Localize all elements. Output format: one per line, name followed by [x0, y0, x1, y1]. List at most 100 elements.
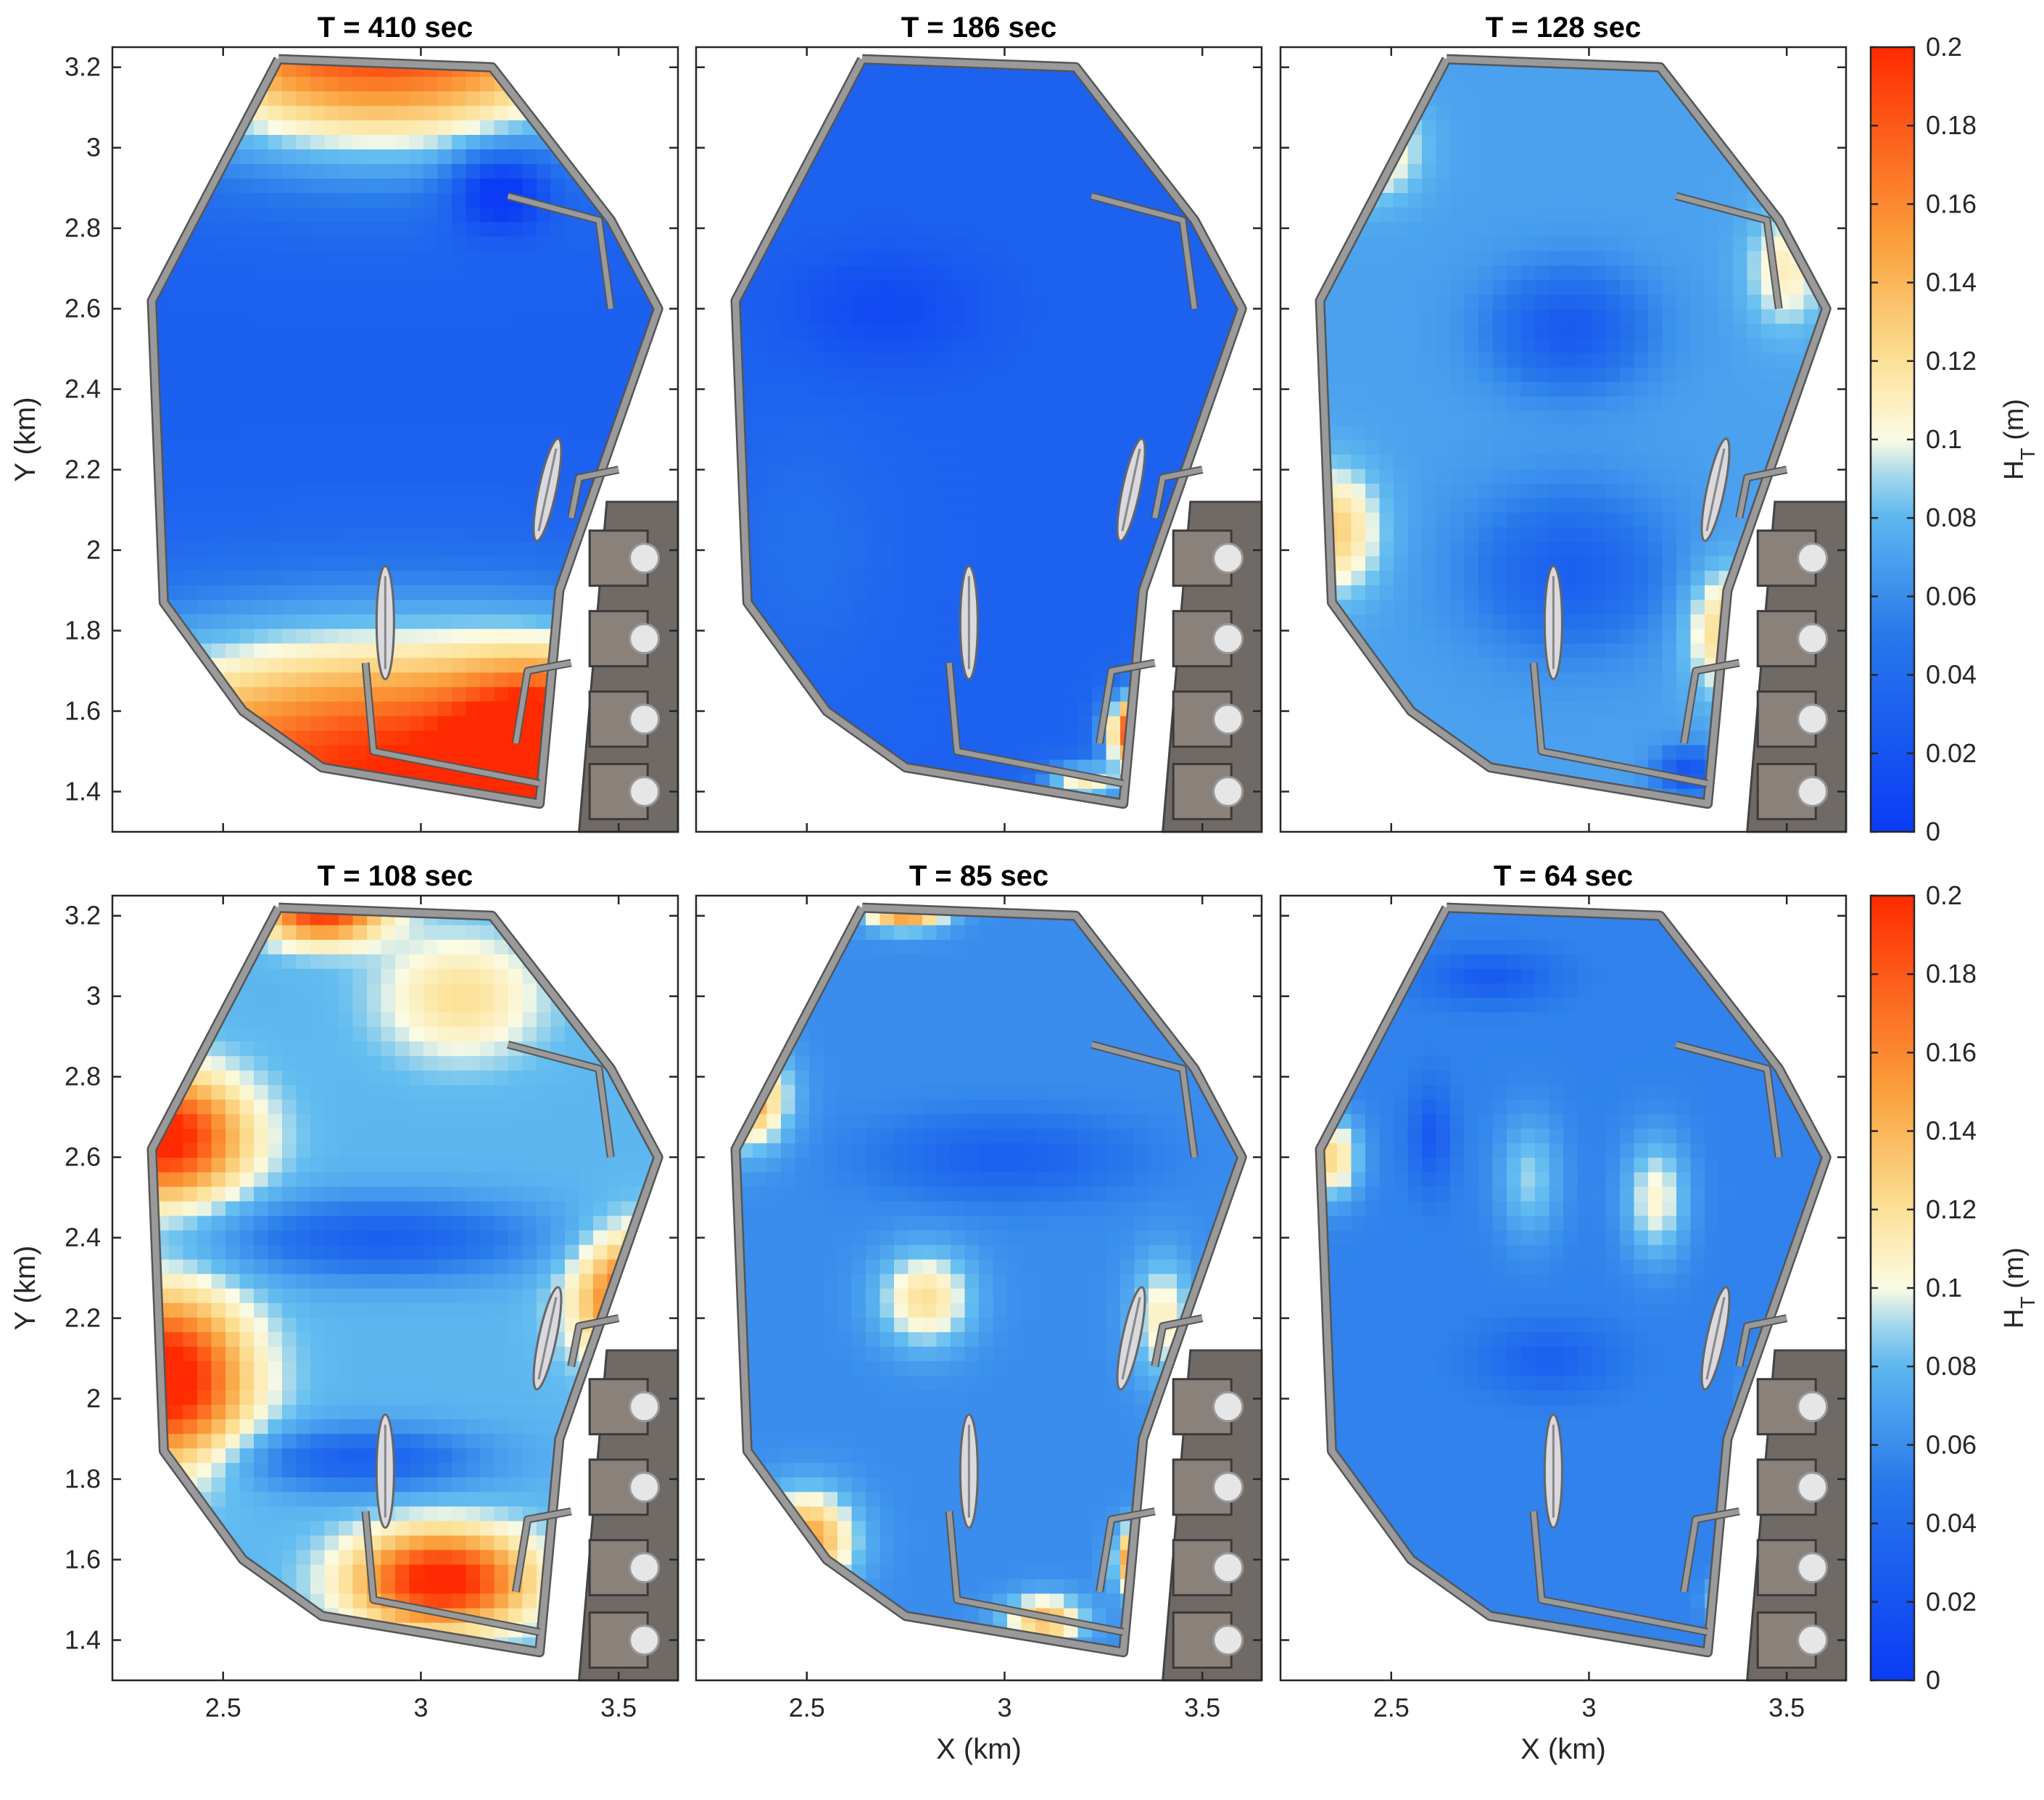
heatmap-cell: [1365, 672, 1381, 688]
heatmap-cell: [993, 788, 1008, 804]
heatmap-cell: [1337, 556, 1352, 571]
heatmap-cell: [1422, 628, 1437, 644]
heatmap-cell: [466, 265, 481, 281]
heatmap-cell: [1436, 410, 1451, 426]
heatmap-cell: [1162, 352, 1178, 368]
heatmap-cell: [211, 250, 226, 266]
ship: [959, 564, 979, 680]
heatmap-cell: [183, 527, 198, 542]
heatmap-cell: [1191, 105, 1206, 120]
heatmap-cell: [1320, 178, 1324, 194]
heatmap-cell: [735, 91, 740, 106]
heatmap-cell: [395, 759, 410, 775]
heatmap-cell: [922, 279, 938, 295]
heatmap-cell: [324, 134, 339, 149]
heatmap-cell: [437, 498, 452, 513]
heatmap-cell: [395, 614, 410, 629]
heatmap-cell: [1177, 410, 1192, 426]
heatmap-cell: [508, 628, 524, 644]
heatmap-cell: [239, 498, 255, 513]
heatmap-cell: [711, 294, 725, 310]
heatmap-cell: [1219, 192, 1234, 208]
heatmap-cell: [1205, 91, 1220, 106]
heatmap-cell: [565, 599, 580, 615]
heatmap-cell: [1295, 280, 1309, 295]
heatmap-cell: [1219, 91, 1234, 106]
heatmap-cell: [735, 62, 740, 77]
heatmap-cell: [225, 454, 241, 469]
heatmap-cell: [1365, 541, 1381, 557]
heatmap-cell: [735, 701, 740, 717]
heatmap-cell: [1248, 178, 1262, 193]
heatmap-cell: [866, 439, 881, 455]
heatmap-cell: [664, 163, 679, 178]
heatmap-cell: [851, 657, 866, 673]
heatmap-cell: [550, 395, 566, 411]
heatmap-cell: [437, 541, 452, 557]
heatmap-cell: [1365, 439, 1381, 455]
heatmap-cell: [1162, 294, 1178, 310]
heatmap-cell: [1021, 672, 1036, 688]
heatmap-cell: [211, 802, 226, 804]
heatmap-cell: [296, 454, 311, 469]
heatmap-cell: [738, 91, 753, 106]
heatmap-cell: [268, 643, 283, 659]
heatmap-cell: [1295, 614, 1309, 629]
heatmap-cell: [480, 323, 495, 339]
heatmap-cell: [169, 556, 184, 571]
heatmap-cell: [452, 512, 467, 527]
heatmap-cell: [282, 279, 297, 295]
heatmap-cell: [268, 585, 283, 600]
heatmap-cell: [766, 454, 782, 469]
heatmap-cell: [1149, 817, 1163, 833]
heatmap-cell: [1149, 62, 1164, 77]
heatmap-cell: [282, 294, 297, 310]
heatmap-cell: [894, 236, 909, 252]
heatmap-cell: [979, 91, 994, 106]
heatmap-cell: [1049, 221, 1064, 237]
heatmap-cell: [922, 192, 938, 208]
heatmap-cell: [466, 120, 481, 135]
heatmap-cell: [494, 323, 509, 339]
heatmap-cell: [1280, 468, 1295, 484]
heatmap-cell: [1077, 120, 1093, 135]
heatmap-cell: [964, 221, 980, 237]
heatmap-cell: [936, 498, 951, 513]
heatmap-cell: [711, 134, 725, 149]
heatmap-cell: [1351, 599, 1366, 615]
heatmap-cell: [1021, 163, 1036, 179]
heatmap-cell: [993, 105, 1008, 120]
heatmap-cell: [823, 410, 838, 426]
heatmap-cell: [1394, 628, 1409, 644]
heatmap-cell: [494, 657, 509, 673]
heatmap-cell: [711, 556, 725, 571]
heatmap-cell: [1337, 178, 1352, 194]
heatmap-cell: [282, 105, 297, 120]
heatmap-cell: [880, 512, 895, 527]
heatmap-cell: [607, 366, 622, 382]
heatmap-cell: [183, 454, 198, 469]
heatmap-cell: [211, 744, 226, 760]
heatmap-cell: [823, 759, 838, 775]
heatmap-cell: [1120, 236, 1135, 252]
heatmap-cell: [1120, 628, 1135, 644]
heatmap-cell: [1049, 556, 1064, 571]
heatmap-cell: [823, 381, 838, 397]
heatmap-cell: [735, 221, 740, 237]
heatmap-cell: [282, 192, 297, 208]
heatmap-cell: [964, 483, 980, 498]
heatmap-cell: [452, 715, 467, 731]
heatmap-cell: [753, 192, 768, 208]
heatmap-cell: [1337, 802, 1352, 804]
heatmap-cell: [183, 773, 198, 789]
heatmap-cell: [239, 468, 255, 484]
heatmap-cell: [254, 686, 269, 702]
heatmap-cell: [282, 120, 297, 135]
heatmap-cell: [508, 323, 524, 339]
pier-surface: [1091, 193, 1197, 310]
heatmap-cell: [154, 192, 170, 208]
heatmap-cell: [1205, 207, 1220, 223]
heatmap-cell: [1049, 744, 1064, 760]
heatmap-cell: [282, 352, 297, 368]
heatmap-cell: [922, 308, 938, 324]
